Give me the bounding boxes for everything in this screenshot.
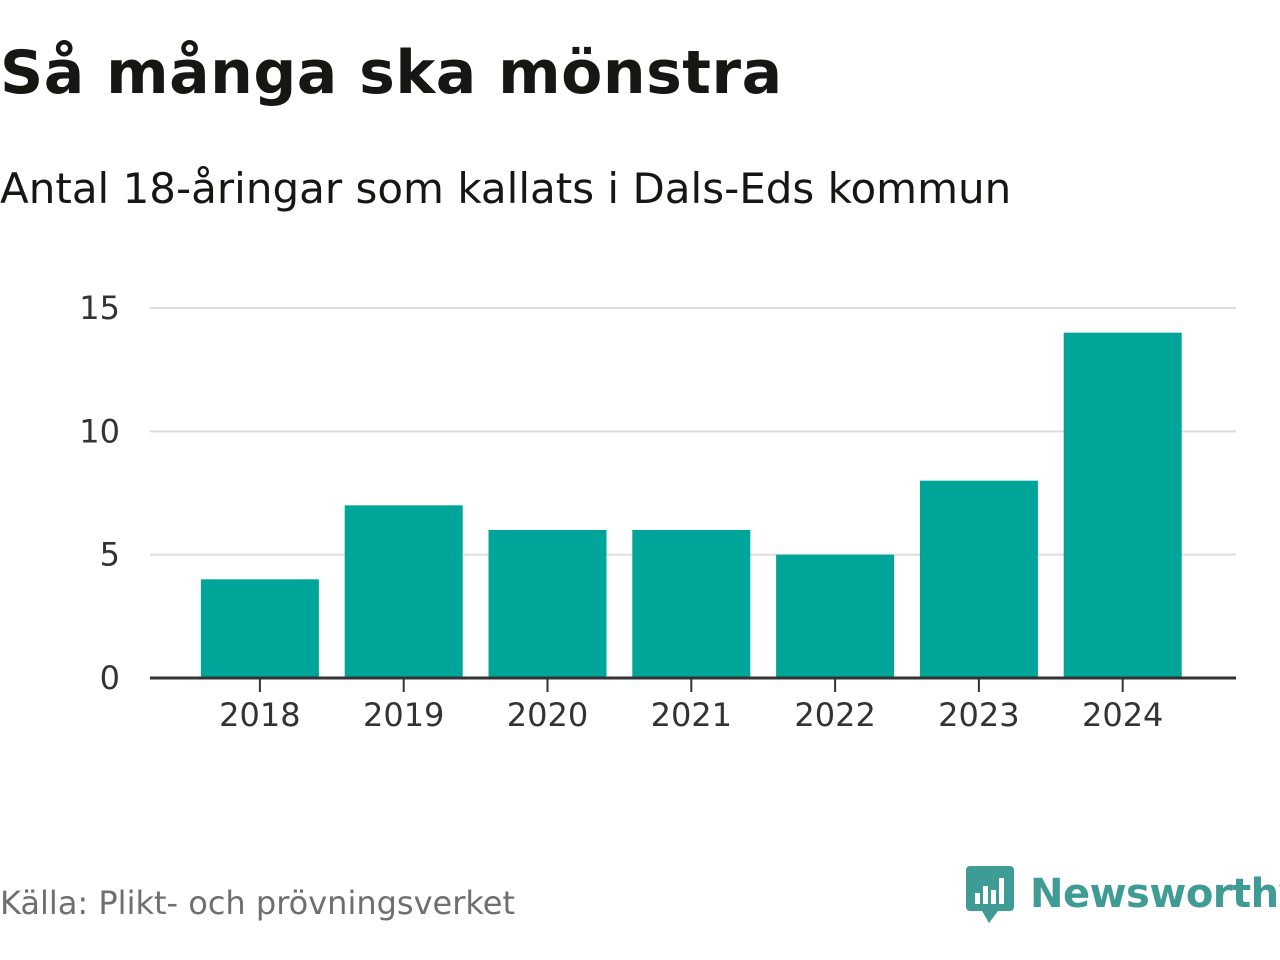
x-tick-label-2022: 2022 xyxy=(794,696,875,734)
bar-2018 xyxy=(200,579,319,678)
x-tick-label-2023: 2023 xyxy=(938,696,1019,734)
chart-title: Så många ska mönstra xyxy=(0,38,783,108)
source-note: Källa: Plikt- och prövningsverket xyxy=(0,884,515,922)
bar-2021 xyxy=(632,530,751,678)
y-tick-label-0: 0 xyxy=(100,659,120,697)
y-tick-label-5: 5 xyxy=(100,536,120,574)
chart-subtitle: Antal 18-åringar som kallats i Dals-Eds … xyxy=(0,164,1012,213)
x-tick-label-2019: 2019 xyxy=(363,696,444,734)
bar-2020 xyxy=(488,530,607,678)
bar-chart: 2018 2019 2020 2021 2022 2023 2024 0 5 10 15 xyxy=(79,289,1236,734)
y-axis-labels: 0 5 10 15 xyxy=(79,289,120,697)
x-tick-label-2018: 2018 xyxy=(219,696,300,734)
x-tick-label-2024: 2024 xyxy=(1082,696,1163,734)
newsworthy-chat-bars-icon xyxy=(966,866,1014,923)
bar-2022 xyxy=(776,554,895,678)
x-tick-label-2020: 2020 xyxy=(507,696,588,734)
y-tick-label-10: 10 xyxy=(79,412,120,450)
x-axis-ticks: 2018 2019 2020 2021 2022 2023 2024 xyxy=(219,678,1163,734)
bar-2023 xyxy=(919,480,1038,678)
bar-2019 xyxy=(344,505,463,678)
bar-2024 xyxy=(1063,332,1182,678)
bars xyxy=(200,332,1182,678)
brand-logo: Newsworthy xyxy=(964,862,1280,926)
y-tick-label-15: 15 xyxy=(79,289,120,327)
brand-name: Newsworthy xyxy=(1030,871,1280,917)
x-tick-label-2021: 2021 xyxy=(651,696,732,734)
